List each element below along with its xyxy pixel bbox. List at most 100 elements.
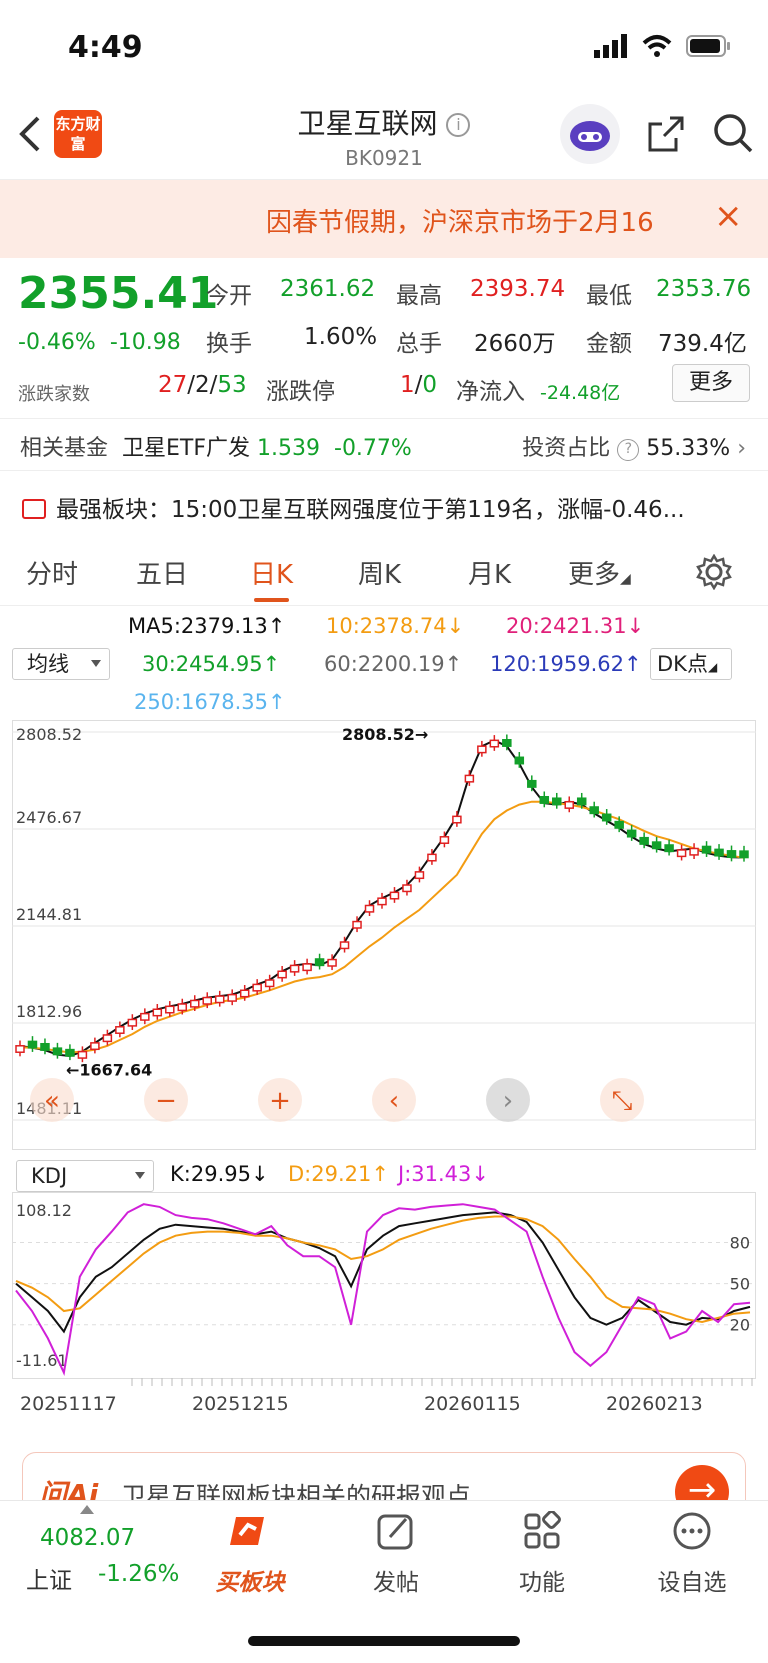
status-time: 4:49 bbox=[68, 30, 143, 65]
scroll-left-icon[interactable]: « bbox=[30, 1078, 74, 1122]
candle-body bbox=[177, 1003, 188, 1012]
close-icon[interactable]: × bbox=[714, 196, 743, 236]
holiday-notice[interactable]: 因春节假期，沪深京市场于2月16 × bbox=[0, 180, 768, 258]
tab-more[interactable]: 更多◢ bbox=[568, 560, 631, 590]
candle-body bbox=[502, 739, 512, 747]
candle-body bbox=[439, 836, 450, 844]
tab-monthly-k[interactable]: 月K bbox=[468, 560, 512, 590]
bottom-nav: 4082.07 上证 -1.26% 买板块 发帖 功能 设自选 bbox=[0, 1500, 768, 1663]
svg-text:⤡: ⤡ bbox=[612, 1086, 633, 1116]
strongest-board-row[interactable]: 最强板块：15:00卫星互联网强度位于第119名，涨幅-0.46... bbox=[22, 490, 752, 524]
zoom-in-icon[interactable]: + bbox=[258, 1078, 302, 1122]
candle-body bbox=[202, 996, 212, 1005]
ma60-value: 60:2200.19↑ bbox=[324, 652, 463, 676]
kdj-chart[interactable]: 108.12 -11.61 80 50 20 20251117 20251215 202601… bbox=[12, 1192, 756, 1432]
candle-body bbox=[601, 813, 612, 822]
tab-intraday[interactable]: 分时 bbox=[26, 560, 79, 590]
candle-body bbox=[464, 774, 475, 783]
dk-point-select[interactable]: DK点◢ bbox=[650, 648, 732, 680]
related-fund[interactable]: 相关基金 卫星ETF广发 1.539 -0.77% bbox=[20, 430, 412, 462]
share-icon[interactable] bbox=[646, 114, 686, 154]
candle-body bbox=[589, 806, 599, 815]
back-arrow-icon[interactable] bbox=[16, 114, 46, 154]
help-icon[interactable]: ? bbox=[617, 439, 640, 461]
page-title: 卫星互联网 bbox=[297, 107, 438, 140]
candle-body bbox=[277, 970, 287, 979]
period-tabs: 分时 五日 日K 周K 月K 更多◢ bbox=[0, 540, 768, 606]
change-row: -0.46% -10.98 bbox=[18, 330, 181, 355]
chevron-right-icon: › bbox=[737, 436, 746, 461]
chevron-down-icon bbox=[91, 660, 101, 667]
prev-icon[interactable]: ‹ bbox=[372, 1078, 416, 1122]
candle-body bbox=[527, 779, 537, 788]
strongest-board-text: 最强板块：15:00卫星互联网强度位于第119名，涨幅-0.46... bbox=[56, 497, 685, 523]
candle-body bbox=[477, 745, 487, 754]
cellular-signal-icon bbox=[594, 34, 627, 58]
tab-five-day[interactable]: 五日 bbox=[136, 560, 189, 590]
candle-body bbox=[514, 756, 525, 765]
kdj-right-tick: 80 bbox=[730, 1234, 750, 1253]
fund-price: 1.539 bbox=[257, 436, 320, 461]
nav-functions[interactable]: 功能 bbox=[492, 1510, 592, 1597]
kline-chart[interactable]: 2808.522476.672144.811812.961481.112808.… bbox=[12, 720, 756, 1150]
candle-body bbox=[327, 958, 337, 967]
candle-body bbox=[552, 797, 562, 806]
zoom-out-icon[interactable]: − bbox=[144, 1078, 188, 1122]
candle-body bbox=[614, 820, 624, 829]
x-date-label: 20260115 bbox=[424, 1393, 521, 1415]
nav-buy-board[interactable]: 买板块 bbox=[200, 1511, 300, 1597]
candle-body bbox=[264, 979, 275, 988]
candle-body bbox=[564, 800, 574, 809]
search-icon[interactable] bbox=[712, 112, 754, 154]
inflow-label: 净流入 bbox=[456, 379, 525, 405]
kdj-line-k bbox=[15, 1211, 751, 1334]
candle-body bbox=[252, 983, 262, 992]
candle-body bbox=[227, 993, 237, 1002]
change-pct: -0.46% bbox=[18, 330, 96, 355]
candle-body bbox=[377, 897, 387, 906]
settings-gear-icon[interactable] bbox=[696, 554, 732, 590]
candle-body bbox=[651, 841, 662, 850]
edit-post-icon bbox=[377, 1514, 413, 1550]
indicator-select[interactable]: KDJ bbox=[16, 1160, 154, 1192]
candle-body bbox=[726, 850, 737, 859]
fund-pct: -0.77% bbox=[334, 436, 412, 461]
candle-body bbox=[190, 999, 200, 1008]
tab-daily-k[interactable]: 日K bbox=[250, 554, 293, 602]
flat-count: 2 bbox=[195, 372, 210, 398]
open-label: 今开 bbox=[206, 283, 252, 309]
index-name[interactable]: 上证 bbox=[26, 1568, 72, 1594]
next-icon[interactable]: › bbox=[486, 1078, 530, 1122]
svg-text:−: − bbox=[155, 1086, 177, 1116]
invest-ratio[interactable]: 投资占比 ? 55.33% › bbox=[522, 430, 746, 462]
fullscreen-icon[interactable]: ⤡ bbox=[600, 1078, 644, 1122]
low-label: 最低 bbox=[586, 283, 632, 309]
candle-body bbox=[314, 958, 325, 967]
svg-text:«: « bbox=[44, 1086, 60, 1116]
candle-body bbox=[15, 1045, 25, 1053]
ranking-icon bbox=[22, 499, 46, 519]
x-date-label: 20260213 bbox=[606, 1393, 703, 1415]
chevron-down-icon bbox=[135, 1172, 145, 1179]
candle-body bbox=[402, 884, 412, 893]
kdj-y-min: -11.61 bbox=[16, 1351, 68, 1370]
ma-select[interactable]: 均线 bbox=[12, 648, 110, 680]
assistant-robot-icon[interactable] bbox=[560, 104, 620, 164]
nav-post[interactable]: 发帖 bbox=[346, 1511, 446, 1597]
candle-body bbox=[27, 1040, 38, 1049]
ratio-value: 55.33% bbox=[646, 436, 731, 461]
ma250-value: 250:1678.35↑ bbox=[134, 690, 286, 714]
more-button[interactable]: 更多 bbox=[672, 364, 750, 402]
tab-weekly-k[interactable]: 周K bbox=[358, 560, 402, 590]
candle-body bbox=[364, 904, 375, 913]
index-pct[interactable]: -1.26% bbox=[98, 1561, 180, 1587]
candle-body bbox=[414, 871, 425, 880]
kdj-frame bbox=[12, 1192, 756, 1379]
ma5-value: MA5:2379.13↑ bbox=[128, 614, 286, 638]
candle-body bbox=[714, 848, 724, 857]
info-icon[interactable]: i bbox=[446, 113, 471, 137]
index-value[interactable]: 4082.07 bbox=[40, 1525, 136, 1551]
kdj-k-value: K:29.95↓ bbox=[170, 1162, 269, 1186]
inflow-value: -24.48亿 bbox=[540, 382, 621, 404]
nav-watchlist[interactable]: 设自选 bbox=[642, 1511, 742, 1597]
